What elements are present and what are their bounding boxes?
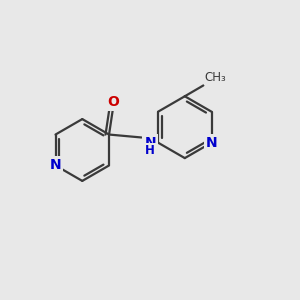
Text: O: O (107, 95, 119, 109)
Text: CH₃: CH₃ (205, 71, 226, 84)
Text: H: H (145, 144, 155, 157)
Text: N: N (145, 136, 156, 150)
Text: N: N (50, 158, 61, 172)
Text: N: N (206, 136, 218, 150)
